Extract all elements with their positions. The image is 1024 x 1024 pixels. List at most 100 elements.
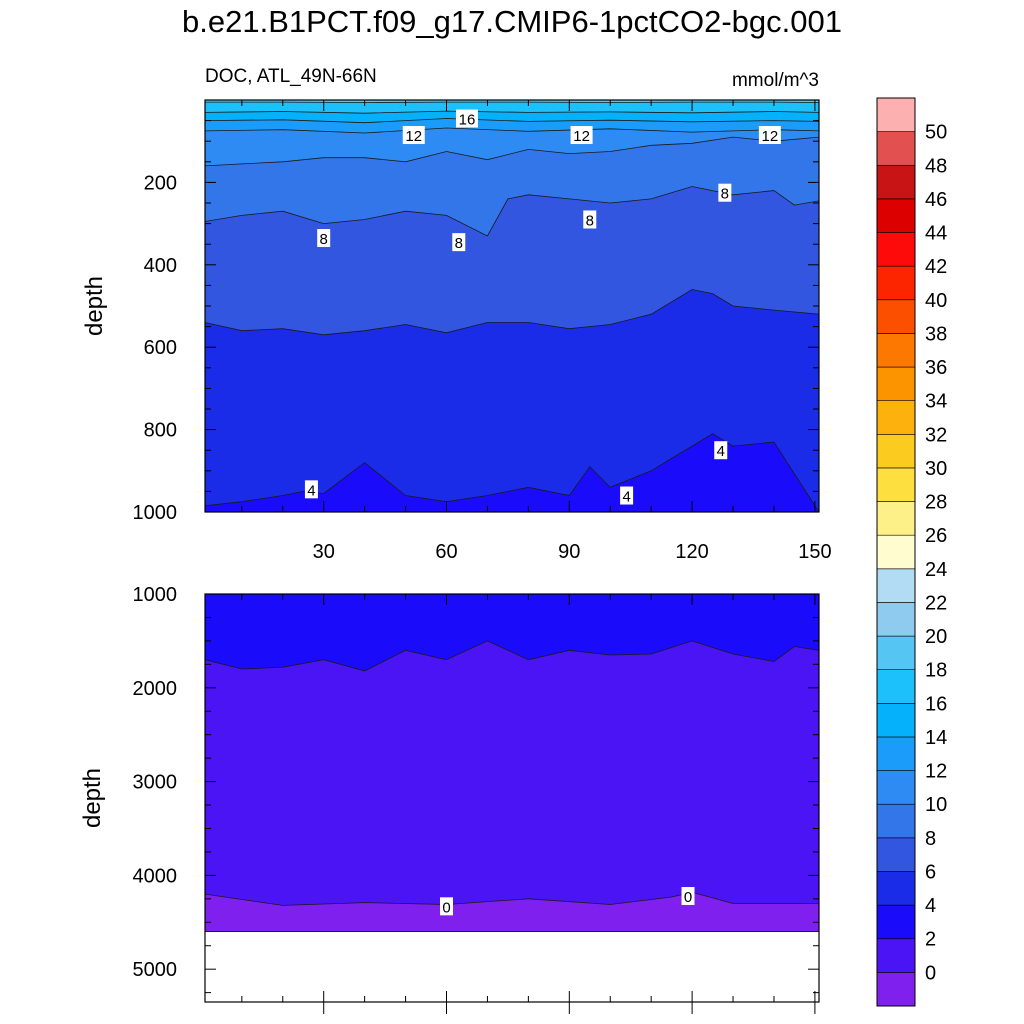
colorbar-swatch bbox=[876, 770, 916, 805]
contour-label-box bbox=[681, 887, 695, 906]
colorbar-swatch bbox=[876, 736, 916, 771]
colorbar-swatch bbox=[876, 568, 916, 603]
contour-label: 16 bbox=[459, 112, 476, 129]
colorbar-swatch bbox=[876, 97, 916, 132]
contour-label: 12 bbox=[762, 128, 779, 145]
colorbar-label: 36 bbox=[925, 357, 947, 379]
contour-label-box bbox=[758, 126, 781, 145]
colorbar-label: 6 bbox=[925, 861, 936, 883]
contour-band-6 bbox=[205, 289, 819, 512]
upper-subtitle-left: DOC, ATL_49N-66N bbox=[205, 66, 377, 87]
lower-axis-ticks: 1000 2000 3000 4000 5000 bbox=[133, 584, 819, 1014]
colorbar-swatch bbox=[876, 333, 916, 368]
colorbar-label: 20 bbox=[925, 626, 947, 648]
contour-label-box bbox=[570, 126, 593, 145]
colorbar-swatch bbox=[876, 400, 916, 435]
upper-contour-labels: 16 12 12 12 8 8 8 8 4 4 4 bbox=[304, 109, 781, 506]
no-data-region bbox=[205, 931, 819, 1002]
contour-line-0 bbox=[205, 891, 819, 906]
contour-label: 0 bbox=[442, 899, 450, 916]
y-tick-label: 1000 bbox=[133, 502, 178, 524]
colorbar-label: 42 bbox=[925, 256, 947, 278]
colorbar-swatch bbox=[876, 602, 916, 637]
upper-contour-fills bbox=[205, 100, 819, 512]
colorbar-swatch bbox=[876, 299, 916, 334]
y-tick-label: 3000 bbox=[133, 772, 178, 794]
colorbar-label: 8 bbox=[925, 828, 936, 850]
colorbar-label: 4 bbox=[925, 895, 936, 917]
colorbar-label: 26 bbox=[925, 525, 947, 547]
contour-label: 0 bbox=[684, 889, 692, 906]
colorbar-swatch bbox=[876, 938, 916, 973]
contour-band-4 bbox=[205, 433, 819, 512]
colorbar-swatch bbox=[876, 164, 916, 200]
colorbar-label: 30 bbox=[925, 458, 947, 480]
x-tick-label: 90 bbox=[558, 541, 580, 563]
x-tick-label: 30 bbox=[313, 541, 335, 563]
colorbar-swatch bbox=[876, 501, 916, 536]
colorbar: 0246810121416182022242628303234363840424… bbox=[876, 97, 947, 1007]
colorbar-swatch bbox=[876, 232, 916, 267]
contour-label: 4 bbox=[307, 482, 315, 499]
contour-line-10 bbox=[205, 136, 819, 167]
colorbar-label: 12 bbox=[925, 761, 947, 783]
colorbar-swatch bbox=[876, 131, 916, 166]
colorbar-label: 50 bbox=[925, 122, 947, 144]
upper-y-axis-label: depth bbox=[81, 276, 108, 336]
contour-line-14 bbox=[205, 118, 819, 124]
contour-label: 12 bbox=[405, 128, 422, 145]
x-tick-label: 150 bbox=[798, 541, 831, 563]
colorbar-swatch bbox=[876, 366, 916, 401]
colorbar-label: 16 bbox=[925, 693, 947, 715]
contour-line-8 bbox=[205, 186, 819, 237]
y-tick-label: 4000 bbox=[133, 865, 178, 887]
colorbar-label: 28 bbox=[925, 492, 947, 514]
contour-label-box bbox=[304, 480, 318, 499]
contour-label: 8 bbox=[455, 235, 463, 252]
contour-line-12 bbox=[205, 127, 819, 134]
y-tick-label: 600 bbox=[144, 337, 177, 359]
colorbar-swatch bbox=[876, 703, 916, 738]
contour-label: 8 bbox=[721, 186, 729, 203]
colorbar-label: 40 bbox=[925, 290, 947, 312]
y-tick-label: 2000 bbox=[133, 678, 178, 700]
colorbar-swatch bbox=[876, 265, 916, 301]
lower-contour-lines bbox=[205, 640, 819, 933]
upper-axis-ticks: 30 60 90 120 150 200 400 600 800 1000 bbox=[133, 99, 832, 563]
y-tick-label: 800 bbox=[144, 420, 177, 442]
y-tick-label: 1000 bbox=[133, 584, 178, 606]
contour-line-6 bbox=[205, 289, 819, 336]
contour-label-box bbox=[583, 210, 597, 229]
colorbar-label: 34 bbox=[925, 391, 947, 413]
colorbar-swatch bbox=[876, 871, 916, 906]
colorbar-label: 14 bbox=[925, 727, 947, 749]
colorbar-swatch bbox=[876, 837, 916, 872]
colorbar-frame bbox=[876, 97, 916, 1007]
contour-label-box bbox=[714, 441, 728, 460]
colorbar-swatch bbox=[876, 972, 916, 1007]
upper-depth-panel: 16 12 12 12 8 8 8 8 4 4 4 30 60 90 120 150 200 400 600 800… bbox=[81, 66, 832, 563]
colorbar-swatch bbox=[876, 534, 916, 570]
colorbar-swatch bbox=[876, 433, 916, 469]
lower-contour-fills bbox=[205, 594, 819, 1002]
contour-label-box bbox=[440, 897, 454, 916]
contour-label-box bbox=[620, 486, 634, 505]
contour-line-2 bbox=[205, 640, 819, 672]
colorbar-label: 38 bbox=[925, 323, 947, 345]
contour-label-box bbox=[402, 126, 425, 145]
colorbar-label: 10 bbox=[925, 794, 947, 816]
colorbar-label: 46 bbox=[925, 189, 947, 211]
lower-contour-labels: 00 bbox=[440, 887, 695, 916]
colorbar-swatch bbox=[876, 803, 916, 839]
colorbar-label: 32 bbox=[925, 424, 947, 446]
contour-label: 4 bbox=[622, 489, 630, 506]
colorbar-swatch bbox=[876, 669, 916, 704]
x-tick-label: 60 bbox=[435, 541, 457, 563]
contour-label: 4 bbox=[717, 443, 725, 460]
y-tick-label: 200 bbox=[144, 172, 177, 194]
contour-label-box bbox=[718, 183, 732, 202]
colorbar-label: 44 bbox=[925, 223, 947, 245]
contour-label-box bbox=[452, 233, 466, 252]
